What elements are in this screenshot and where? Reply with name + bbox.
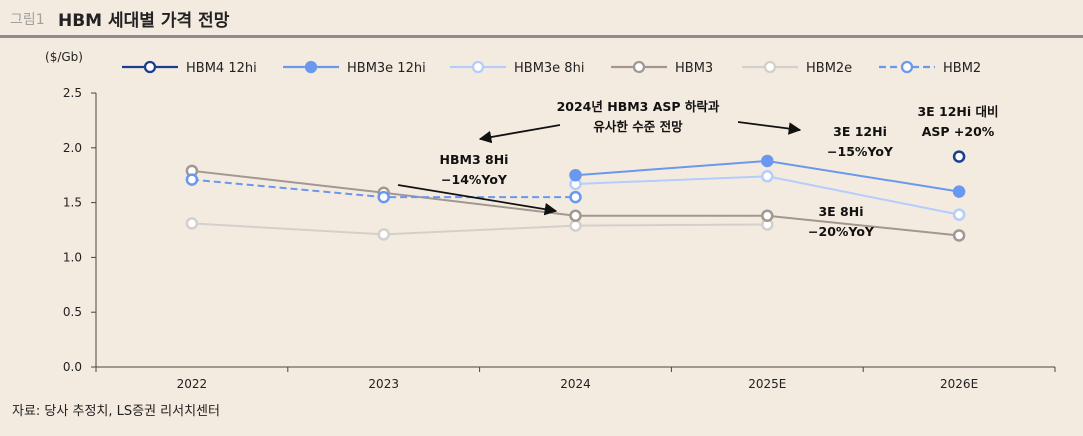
title-divider [0, 35, 1083, 38]
y-axis-unit: ($/Gb) [45, 50, 83, 64]
figure-title: HBM 세대별 가격 전망 [58, 11, 230, 31]
data-point-hbm3e-8hi [952, 208, 966, 221]
data-point-hbm2 [377, 190, 390, 204]
data-point-hbm2 [569, 190, 582, 204]
legend-label: HBM2 [943, 61, 981, 76]
annotation-text: 3E 12Hi 대비 [917, 104, 998, 119]
y-tick-label: 2.5 [63, 86, 82, 100]
legend-marker [763, 60, 777, 74]
annotation-text: 3E 8Hi [818, 204, 863, 219]
annotation-text: −14%YoY [441, 172, 508, 187]
data-point-hbm3e-12hi [761, 154, 774, 168]
x-tick-label: 2026E [940, 377, 978, 391]
x-tick-label: 2024 [560, 377, 591, 391]
x-tick-label: 2022 [177, 377, 208, 391]
y-tick-label: 1.5 [63, 196, 82, 210]
legend-label: HBM4 12hi [186, 61, 257, 76]
legend-marker [143, 60, 157, 74]
figure-number: 그림1 [10, 12, 45, 28]
annotation-text: −20%YoY [808, 224, 875, 239]
annotation-text: −15%YoY [827, 144, 894, 159]
x-tick-label: 2025E [748, 377, 786, 391]
annotation-text: ASP +20% [922, 124, 995, 139]
data-point-hbm4-12hi [952, 150, 966, 163]
data-point-hbm3 [761, 209, 774, 223]
legend-marker [304, 60, 318, 74]
data-point-hbm3 [569, 209, 582, 223]
legend-marker [471, 60, 485, 74]
annotation-text: 2024년 HBM3 ASP 하락과 [557, 99, 720, 114]
data-point-hbm3e-12hi [569, 168, 582, 182]
y-tick-label: 1.0 [63, 250, 82, 264]
legend-label: HBM3 [675, 61, 713, 76]
legend-label: HBM3e 8hi [514, 61, 584, 76]
annotation-text: 유사한 수준 전망 [593, 119, 683, 134]
figure-header: 그림1 HBM 세대별 가격 전망 [0, 0, 1083, 38]
y-tick-label: 0.5 [63, 305, 82, 319]
data-point-hbm3e-8hi [761, 170, 774, 183]
data-point-hbm2 [185, 173, 199, 186]
x-tick-label: 2023 [368, 377, 399, 391]
legend-label: HBM3e 12hi [347, 61, 426, 76]
annotation-arrow [478, 124, 561, 144]
data-point-hbm3 [952, 229, 966, 242]
y-tick-label: 0.0 [63, 360, 82, 374]
y-tick-label: 2.0 [63, 141, 82, 155]
data-point-hbm2e [569, 219, 582, 232]
legend-marker [632, 60, 646, 74]
data-point-hbm3e-12hi [952, 185, 966, 198]
series-line-hbm2e [191, 222, 768, 236]
annotation-arrow [397, 184, 558, 216]
data-point-hbm2e [377, 228, 390, 241]
data-point-hbm2e [185, 217, 199, 230]
legend-marker [900, 60, 914, 74]
annotation-arrow [737, 121, 802, 135]
annotation-text: HBM3 8Hi [440, 152, 509, 167]
annotation-text: 3E 12Hi [833, 124, 887, 139]
source-note: 자료: 당사 추정치, LS증권 리서치센터 [12, 404, 220, 419]
legend-label: HBM2e [806, 61, 852, 76]
